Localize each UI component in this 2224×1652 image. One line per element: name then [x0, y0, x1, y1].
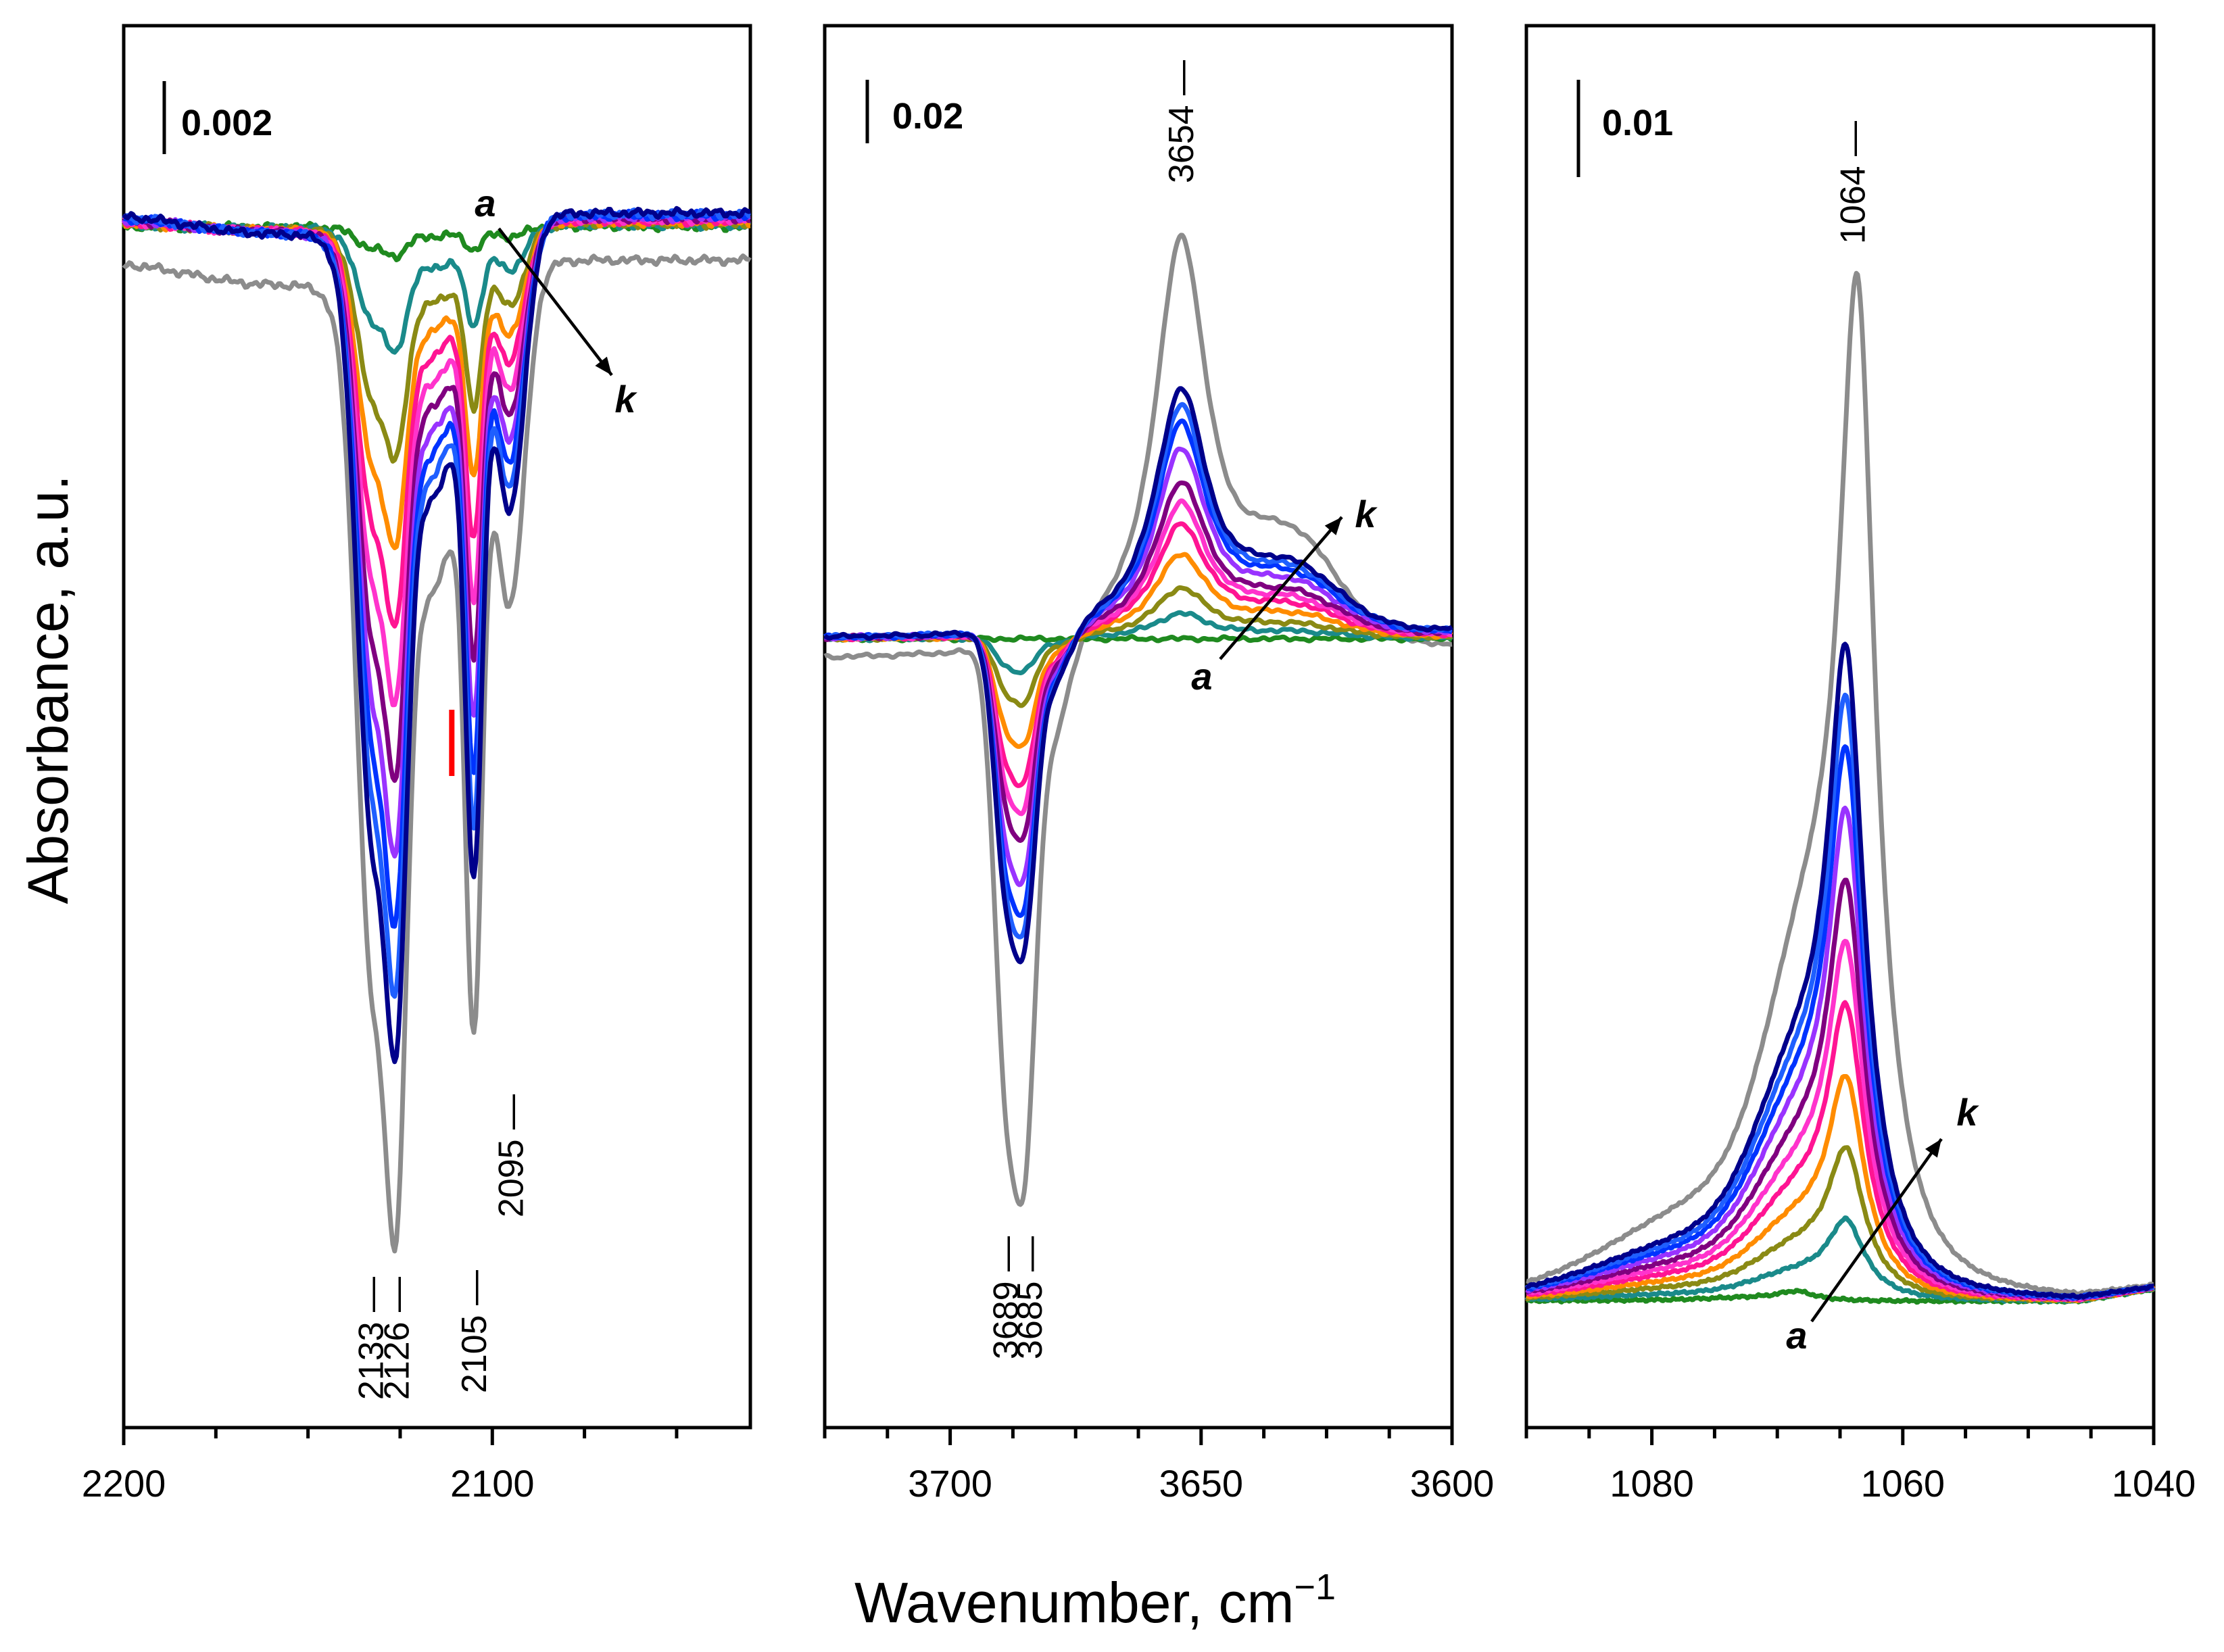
series-line-10 — [823, 386, 1453, 965]
peak-label-2105: 2105 — — [455, 1270, 494, 1393]
series-line-5 — [1525, 938, 2155, 1303]
peak-label-2126: 2126 — — [378, 1277, 417, 1400]
x-tick-label: 3600 — [1410, 1462, 1495, 1505]
panel-left: 2200 2100 0.002 2133 —2126 — 2105 — 2095 — a k — [82, 24, 752, 1505]
series-label-last: k — [1956, 1091, 1979, 1134]
scale-bar-label: 0.01 — [1602, 103, 1673, 143]
series-reference-line — [1525, 270, 2155, 1296]
series-line-10 — [122, 205, 751, 1065]
series-line-9 — [823, 402, 1453, 940]
series-label-first: a — [1191, 655, 1212, 698]
peak-label-1064: 1064 — — [1834, 121, 1873, 244]
x-axis-title-main: Wavenumber, cm — [854, 1571, 1294, 1634]
series-label-first: a — [1786, 1314, 1807, 1357]
series-line-10 — [1525, 641, 2155, 1300]
x-tick-label: 2100 — [450, 1462, 535, 1505]
x-tick-label: 2200 — [82, 1462, 166, 1505]
series-arrow-head — [595, 356, 612, 375]
peak-label-3685: 3685 — — [1011, 1236, 1050, 1359]
series-line-6 — [823, 480, 1453, 843]
x-tick-label: 1060 — [1861, 1462, 1945, 1505]
series-reference-line — [122, 253, 752, 1254]
series-line-7 — [121, 210, 751, 859]
x-axis-title: Wavenumber, cm−1 — [854, 1567, 1336, 1634]
x-axis-title-unit-exponent: −1 — [1294, 1567, 1336, 1607]
series-reference-line — [823, 233, 1453, 1207]
series-line-2 — [823, 585, 1453, 708]
series-line-8 — [123, 208, 751, 929]
series-arrow-shaft — [1219, 516, 1343, 660]
series-line-4 — [121, 214, 751, 629]
series-line-5 — [122, 213, 751, 708]
panel-middle: 3700 3650 3600 0.02 3654 — 3689 —3685 — a k — [823, 24, 1495, 1505]
series-arrow-head — [1324, 517, 1342, 535]
peak-label-3654: 3654 — — [1162, 60, 1201, 183]
x-tick-label: 1080 — [1610, 1462, 1694, 1505]
peak-label-2095: 2095 — — [492, 1094, 531, 1217]
x-tick-label: 3650 — [1159, 1462, 1244, 1505]
plot-frame — [823, 24, 1454, 1430]
plot-frame — [122, 24, 752, 1430]
scale-bar-label: 0.002 — [181, 103, 272, 143]
scale-bar-label: 0.02 — [892, 96, 963, 137]
y-axis-title: Absorbance, a.u. — [16, 475, 80, 904]
series-arrow-shaft — [1810, 1138, 1943, 1323]
peak-label-2133: 2133 — — [352, 1277, 391, 1400]
peak-label-3689: 3689 — — [986, 1236, 1025, 1359]
x-tick-label: 3700 — [908, 1462, 992, 1505]
x-tick-label: 1040 — [2112, 1462, 2196, 1505]
panel-right: 1080 1060 1040 0.01 1064 — a k — [1524, 24, 2196, 1505]
series-arrow-shaft — [498, 227, 613, 376]
series-arrow-head — [1925, 1139, 1941, 1158]
series-label-last: k — [614, 378, 637, 420]
series-label-first: a — [475, 182, 495, 224]
series-label-last: k — [1355, 493, 1378, 535]
